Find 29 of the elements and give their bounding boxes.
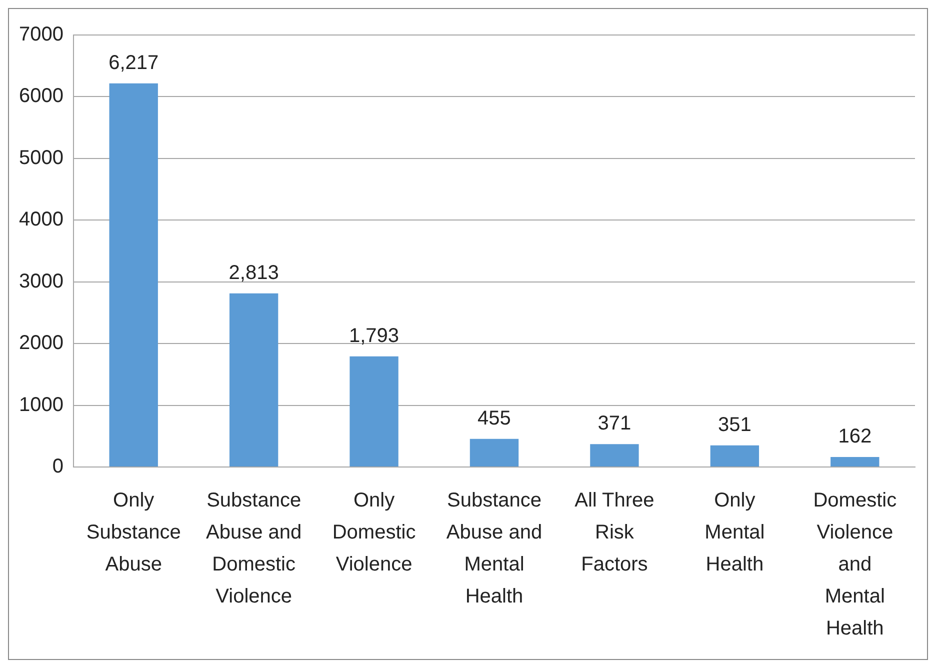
y-tick-label: 5000 xyxy=(18,146,64,169)
bar xyxy=(590,444,639,466)
data-label: 351 xyxy=(718,414,752,436)
y-tick-label: 3000 xyxy=(18,270,64,292)
x-tick-label: All Three Risk Factors xyxy=(574,490,654,576)
y-tick-label: 2000 xyxy=(18,332,64,354)
x-tick-label: Substance Abuse and Domestic Violence xyxy=(206,490,302,608)
bar xyxy=(710,445,760,466)
y-tick-label: 1000 xyxy=(18,394,64,416)
bar xyxy=(830,457,880,466)
x-tick-label: Domestic Violence and Mental Health xyxy=(813,490,897,640)
data-label: 455 xyxy=(478,407,511,430)
x-tick-label: Only Mental Health xyxy=(704,490,765,576)
data-label: 162 xyxy=(838,426,872,448)
bar xyxy=(229,293,278,466)
x-tick-label: Only Domestic Violence xyxy=(332,490,416,576)
bar xyxy=(109,83,158,466)
y-tick-label: 0 xyxy=(52,456,64,478)
data-label: 2,813 xyxy=(228,262,279,284)
bar xyxy=(470,438,519,466)
x-tick-label: Substance Abuse and Mental Health xyxy=(446,490,542,608)
bar xyxy=(350,356,398,466)
y-tick-label: 4000 xyxy=(18,208,64,231)
x-tick-label: Only Substance Abuse xyxy=(86,490,181,576)
y-tick-label: 6000 xyxy=(18,85,64,108)
data-label: 371 xyxy=(598,412,632,435)
y-tick-label: 7000 xyxy=(18,24,64,46)
data-label: 1,793 xyxy=(349,324,400,347)
data-label: 6,217 xyxy=(108,52,159,74)
